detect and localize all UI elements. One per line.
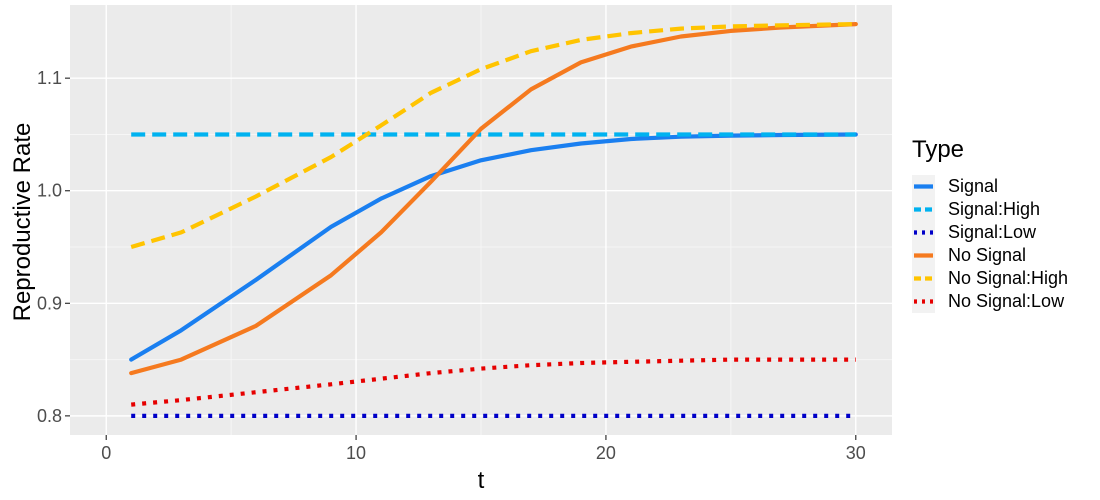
x-tick-label: 30 [846, 443, 866, 463]
y-tick-label: 1.1 [37, 68, 62, 88]
x-tick-label: 10 [346, 443, 366, 463]
legend-item-2: Signal:High [912, 198, 1040, 221]
x-tick-label: 20 [596, 443, 616, 463]
legend-label: No Signal:High [948, 268, 1068, 288]
series-line-5 [130, 22, 856, 250]
legend-label: No Signal [948, 245, 1026, 265]
legend-items: Signal Signal:High Signal:Low No Signal No S… [912, 175, 1068, 313]
x-tick-label: 0 [101, 443, 111, 463]
legend-key-bg [912, 198, 935, 221]
x-axis-title: t [478, 467, 485, 494]
legend: Type Signal Signal:High Signal:Low No Signa… [912, 136, 1068, 313]
y-tick-label: 1.0 [37, 181, 62, 201]
legend-label: Signal [948, 176, 998, 196]
y-tick-label: 0.9 [37, 293, 62, 313]
series-line-6 [131, 357, 856, 407]
legend-title: Type [912, 136, 964, 163]
x-axis-ticks: 0 10 20 30 [101, 435, 866, 463]
y-tick-label: 0.8 [37, 406, 62, 426]
legend-item-5: No Signal:High [912, 267, 1068, 290]
series-line-4 [129, 22, 858, 376]
series-layer [129, 22, 858, 418]
grid-major [70, 5, 892, 435]
legend-item-6: No Signal:Low [912, 290, 1065, 313]
legend-item-3: Signal:Low [912, 221, 1037, 244]
y-axis-title: Reproductive Rate [9, 123, 36, 322]
legend-label: No Signal:Low [948, 291, 1065, 311]
legend-key-bg [912, 267, 935, 290]
legend-label: Signal:High [948, 199, 1040, 219]
legend-item-4: No Signal [912, 244, 1026, 267]
legend-item-1: Signal [912, 175, 998, 198]
legend-label: Signal:Low [948, 222, 1037, 242]
y-axis-ticks: 0.8 0.9 1.0 1.1 [37, 68, 70, 426]
